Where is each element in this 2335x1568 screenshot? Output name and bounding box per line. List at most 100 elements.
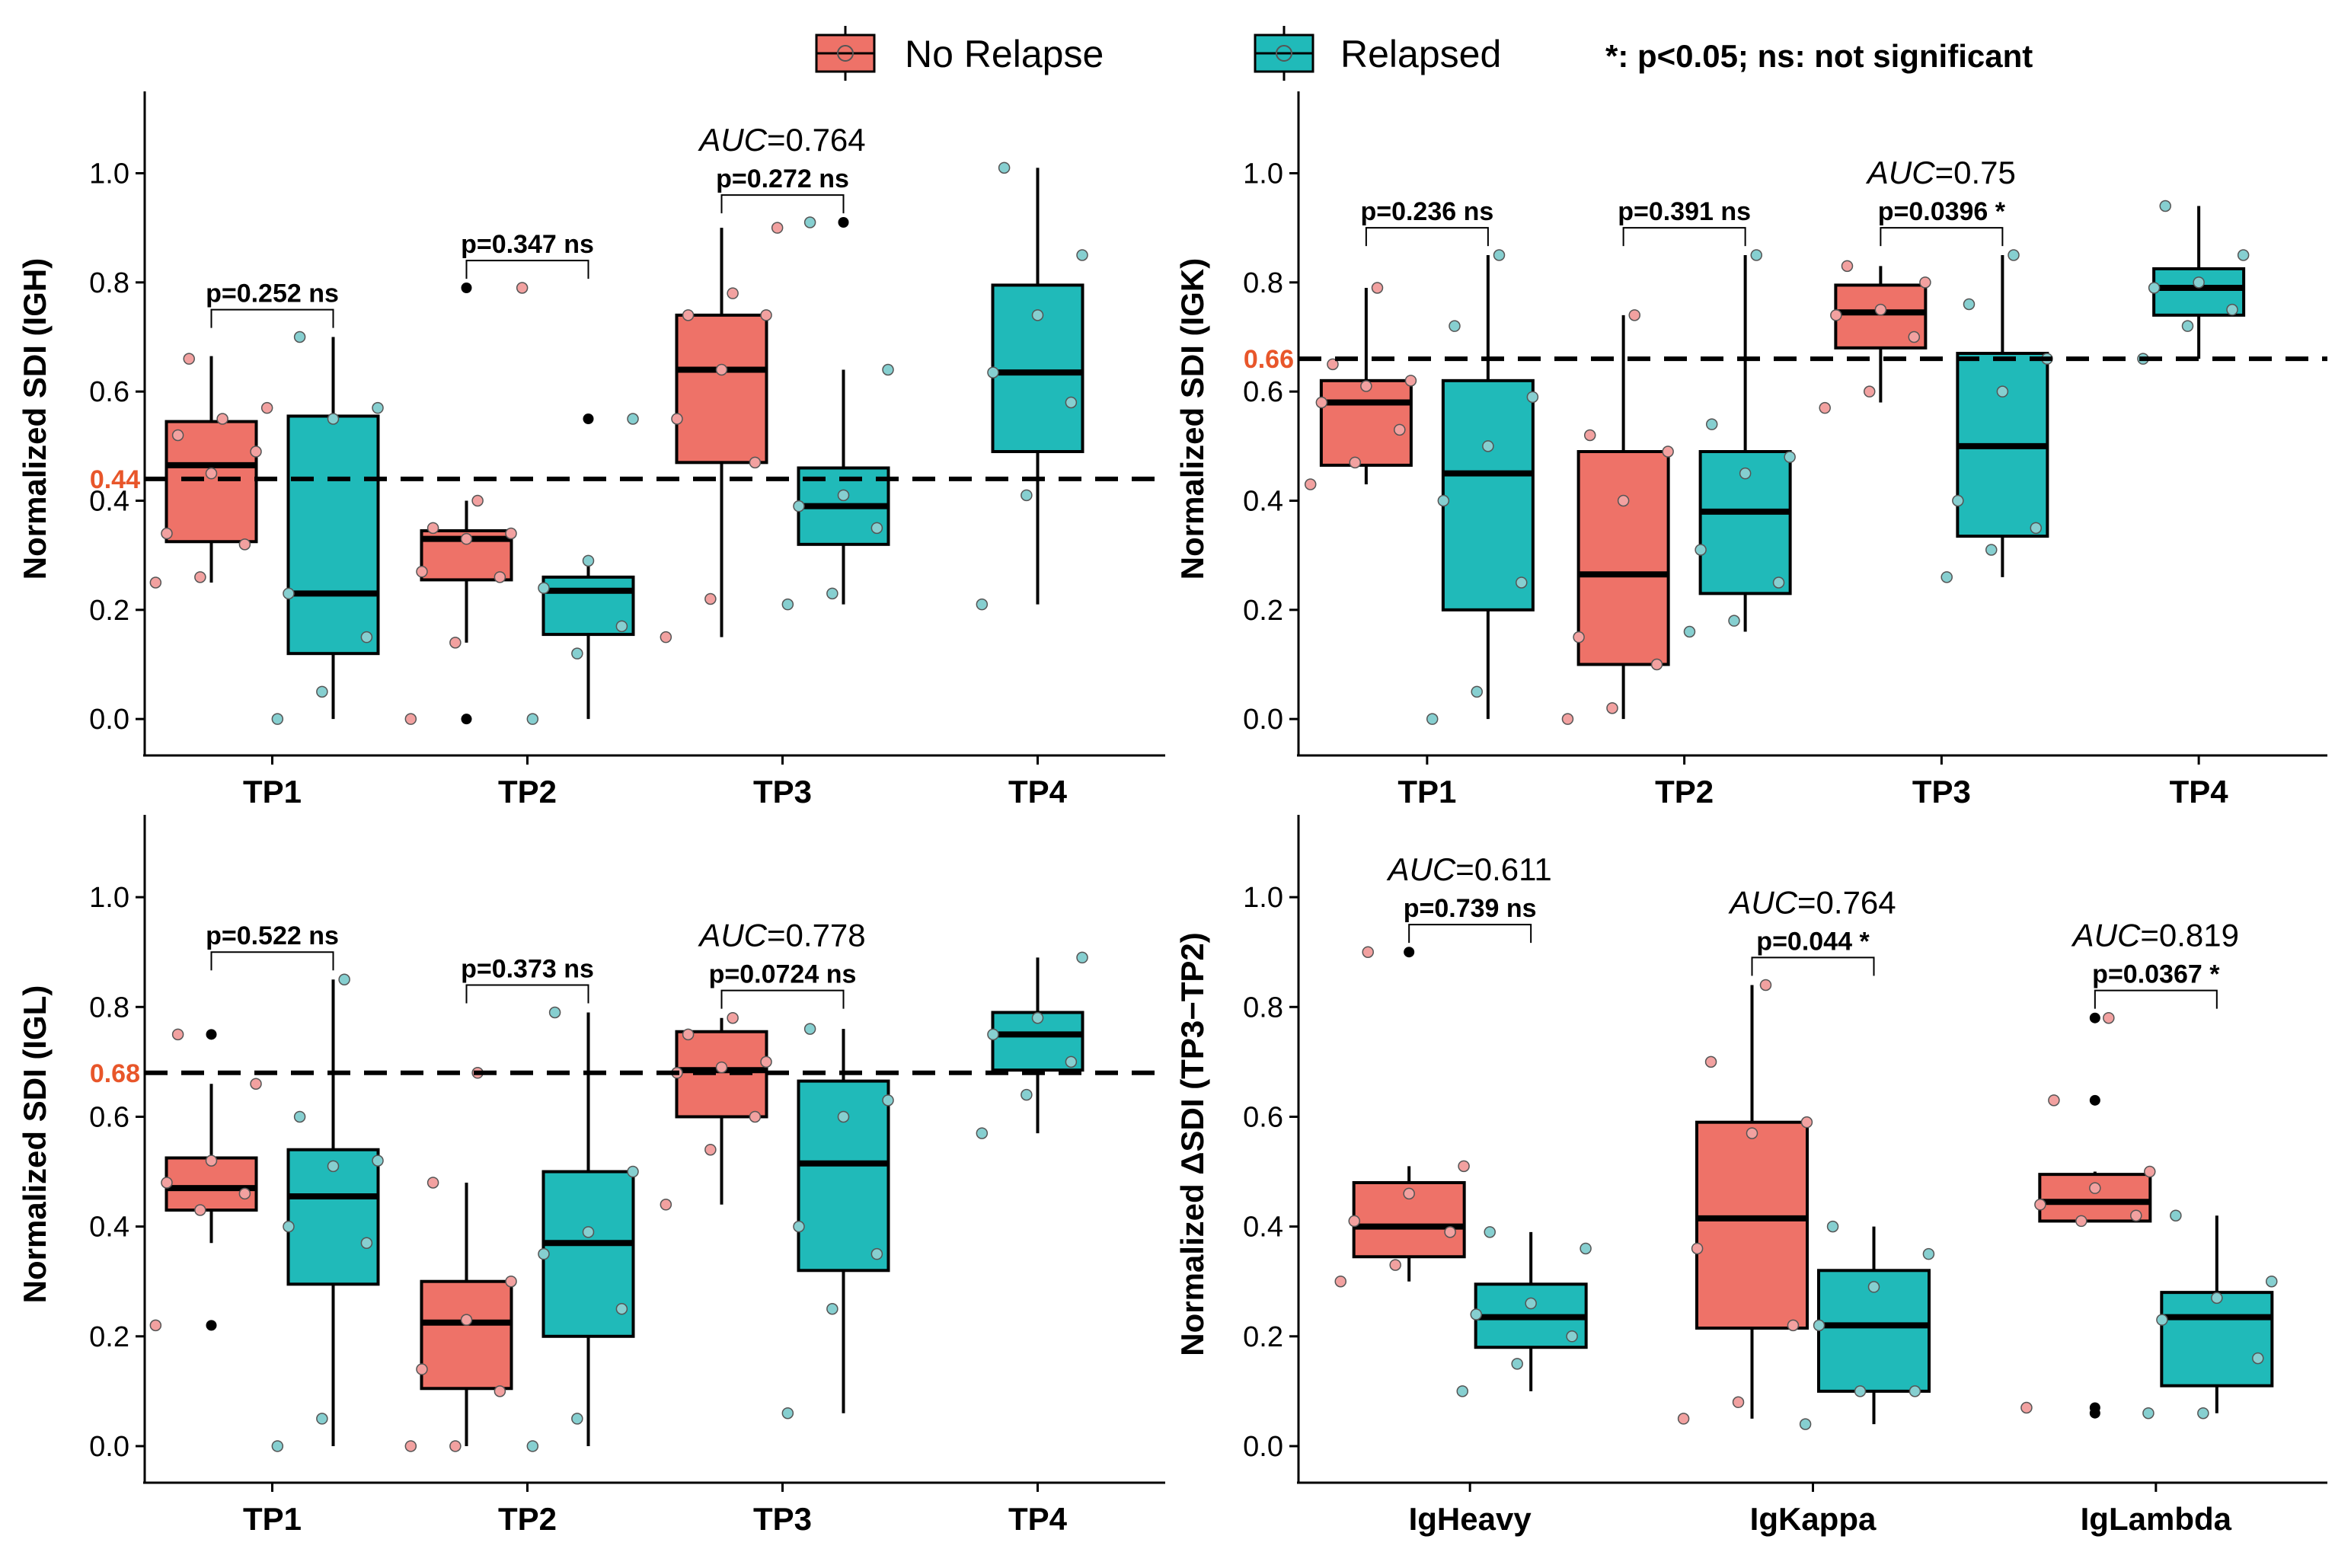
x-tick-label: IgHeavy [1409, 1501, 1532, 1537]
data-point [1728, 615, 1740, 627]
data-point [516, 282, 529, 294]
data-point [205, 1154, 218, 1167]
threshold-label: 0.44 [90, 465, 140, 494]
data-point [1304, 478, 1317, 490]
data-point [149, 1319, 162, 1332]
data-point [271, 1440, 284, 1452]
data-point [1787, 1319, 1800, 1332]
data-point [660, 1199, 672, 1211]
p-value-label: p=0.373 ns [461, 954, 594, 983]
data-point [1471, 685, 1483, 698]
data-point [161, 1177, 173, 1189]
significance-bracket [2094, 989, 2218, 1009]
data-point [1677, 1413, 1690, 1425]
p-value-label: p=0.347 ns [461, 230, 594, 259]
panel-igh: 0.0 0.2 0.4 0.6 0.8 1.0 Normalized SDI (IGH) TP… [17, 91, 1165, 810]
data-point [1493, 249, 1506, 261]
data-point [183, 353, 195, 365]
data-point [1841, 260, 1854, 273]
data-point [460, 532, 473, 545]
data-point [727, 287, 739, 299]
outlier-point [2089, 1407, 2100, 1419]
significance-bracket [1751, 956, 1875, 976]
y-tick-label: 0.6 [1243, 376, 1283, 408]
data-point [149, 576, 162, 589]
x-tick-label: TP2 [498, 774, 557, 810]
data-point [1750, 249, 1763, 261]
data-point [250, 1078, 262, 1090]
data-point [238, 1187, 251, 1200]
y-tick-label: 0.2 [89, 595, 129, 627]
panel-delta-sdi: 0.0 0.2 0.4 0.6 0.8 1.0 Normalized ΔSDI (TP3−T… [1174, 815, 2327, 1537]
x-tick-label: TP4 [1008, 774, 1068, 810]
data-point [781, 1407, 794, 1420]
data-point [372, 401, 384, 414]
auc-label: AUC=0.778 [697, 918, 865, 953]
data-point [2266, 1275, 2278, 1288]
data-point [1941, 571, 1953, 583]
data-point [1456, 1385, 1469, 1397]
data-point [571, 647, 583, 659]
data-point [1759, 979, 1772, 992]
y-tick-label: 0.0 [1243, 1431, 1283, 1463]
data-point [715, 1061, 728, 1074]
data-point [704, 1143, 717, 1156]
data-point [1031, 1011, 1044, 1024]
y-tick-label: 0.8 [1243, 992, 1283, 1024]
y-tick-label: 0.8 [89, 992, 129, 1024]
data-point [505, 527, 517, 540]
data-point [1606, 702, 1618, 714]
data-point [571, 1413, 583, 1425]
data-point [1583, 429, 1596, 442]
data-point [1403, 1187, 1415, 1200]
data-point [205, 467, 218, 480]
outlier-point [583, 414, 594, 424]
x-tick-label: IgKappa [1750, 1501, 1877, 1537]
data-point [1444, 1226, 1456, 1238]
data-point [1371, 282, 1384, 294]
data-point [2142, 1407, 2155, 1420]
y-tick-label: 1.0 [89, 882, 129, 914]
data-point [1580, 1242, 1592, 1255]
y-tick-label: 0.4 [89, 1212, 129, 1244]
data-point [1566, 1330, 1578, 1343]
data-point [548, 1006, 561, 1019]
data-point [1704, 1055, 1717, 1068]
y-tick-label: 0.8 [89, 267, 129, 299]
data-point [1065, 396, 1078, 409]
auc-label: AUC=0.611 [1386, 851, 1552, 887]
data-point [882, 363, 894, 376]
data-point [2156, 1314, 2168, 1326]
data-point [615, 620, 628, 633]
x-tick-label: TP3 [1912, 774, 1971, 810]
data-point [2211, 1292, 2223, 1305]
data-point [2144, 1165, 2156, 1178]
data-point [781, 598, 794, 611]
data-point [1334, 1275, 1347, 1288]
x-tick-label: TP1 [243, 1501, 302, 1537]
data-point [987, 366, 999, 378]
data-point [327, 413, 340, 425]
data-point [2170, 1209, 2182, 1222]
data-point [870, 1247, 883, 1260]
data-point [238, 538, 251, 551]
data-point [749, 456, 762, 469]
x-tick-label: TP4 [1008, 1501, 1068, 1537]
box-relapsed [286, 1148, 380, 1286]
p-value-label: p=0.0367 * [2092, 960, 2220, 989]
data-point [998, 161, 1011, 174]
y-tick-label: 0.4 [89, 486, 129, 518]
data-point [2226, 303, 2238, 316]
data-point [826, 587, 838, 600]
significance-bracket [1408, 924, 1532, 944]
y-tick-label: 0.8 [1243, 267, 1283, 299]
data-point [526, 1440, 539, 1452]
significance-bracket [1622, 227, 1746, 247]
data-point [1691, 1242, 1704, 1255]
data-point [1362, 946, 1374, 958]
data-point [1996, 385, 2009, 398]
data-point [1628, 309, 1641, 321]
x-tick-label: TP2 [1655, 774, 1714, 810]
data-point [1076, 249, 1088, 261]
